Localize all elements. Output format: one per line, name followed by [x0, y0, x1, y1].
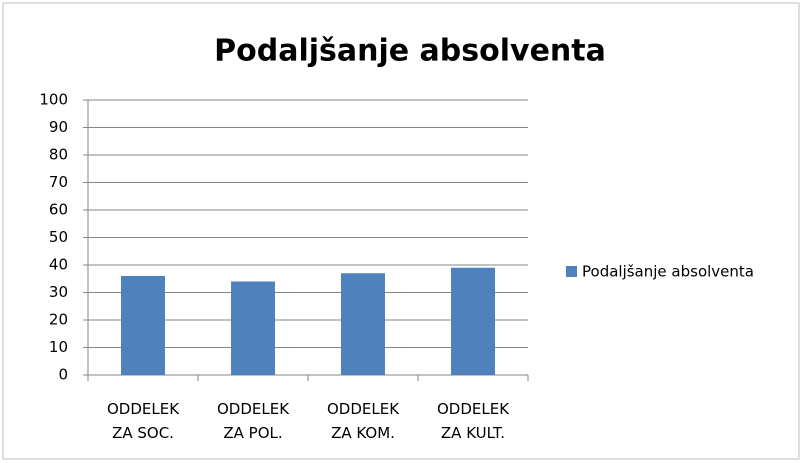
chart-title: Podaljšanje absolventa [214, 34, 606, 69]
bar [451, 267, 495, 375]
y-tick-label: 90 [49, 118, 68, 136]
x-tick-label: ODDELEK ZA SOC. [106, 400, 180, 442]
legend-label: Podaljšanje absolventa [582, 263, 754, 281]
x-tick-label: ODDELEK ZA KOM. [326, 400, 400, 442]
y-tick-label: 80 [49, 146, 68, 164]
x-tick-label: ODDELEK ZA POL. [216, 400, 290, 442]
y-tick-label: 70 [49, 173, 68, 191]
bar [341, 273, 385, 375]
y-tick-label: 20 [49, 311, 68, 329]
x-tick-label: ODDELEK ZA KULT. [436, 400, 510, 442]
bar [121, 276, 165, 375]
y-tick-label: 60 [49, 201, 68, 219]
legend-swatch [566, 266, 577, 277]
y-tick-label: 30 [49, 283, 68, 301]
bar [231, 281, 275, 375]
y-tick-label: 100 [39, 91, 68, 109]
y-tick-label: 10 [49, 338, 68, 356]
y-tick-label: 50 [49, 228, 68, 246]
y-tick-label: 0 [58, 366, 68, 384]
y-tick-label: 40 [49, 256, 68, 274]
